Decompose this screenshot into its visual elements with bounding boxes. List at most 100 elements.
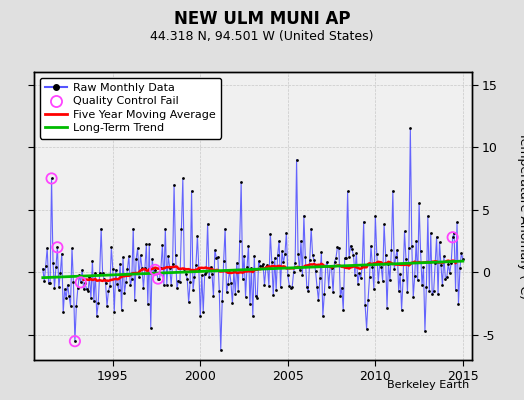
Point <box>151 267 159 273</box>
Point <box>218 298 226 304</box>
Point <box>415 200 423 207</box>
Point <box>93 313 101 319</box>
Point <box>323 258 331 265</box>
Point <box>193 232 202 239</box>
Point <box>276 284 285 290</box>
Point <box>54 284 63 291</box>
Point <box>149 270 158 276</box>
Point <box>337 284 346 291</box>
Point <box>358 263 366 270</box>
Point <box>263 262 271 268</box>
Point <box>234 288 243 294</box>
Point <box>195 267 203 273</box>
Point <box>363 326 371 332</box>
Point <box>192 262 200 269</box>
Point <box>107 244 116 250</box>
Point <box>352 250 361 256</box>
Point <box>389 188 397 194</box>
Point <box>53 244 62 250</box>
Point <box>147 324 155 331</box>
Point <box>67 303 75 309</box>
Point <box>144 300 152 307</box>
Point <box>301 254 310 261</box>
Point <box>397 307 406 313</box>
Point <box>287 285 295 292</box>
Point <box>80 286 88 292</box>
Point <box>247 265 256 271</box>
Point <box>114 286 123 293</box>
Point <box>97 225 105 232</box>
Point <box>138 265 146 271</box>
Point <box>330 259 339 265</box>
Point <box>346 242 355 249</box>
Point <box>361 302 369 309</box>
Point <box>450 230 458 236</box>
Point <box>87 295 95 302</box>
Point <box>252 293 260 300</box>
Point <box>377 264 385 270</box>
Text: NEW ULM MUNI AP: NEW ULM MUNI AP <box>174 10 350 28</box>
Point <box>297 238 305 244</box>
Point <box>350 252 358 258</box>
Point <box>302 284 311 290</box>
Point <box>77 279 85 286</box>
Point <box>333 244 342 250</box>
Point <box>257 263 266 270</box>
Point <box>155 276 163 282</box>
Point <box>181 271 190 277</box>
Point <box>126 282 135 288</box>
Point <box>177 225 185 232</box>
Point <box>184 299 193 305</box>
Point <box>316 275 324 282</box>
Point <box>164 253 172 259</box>
Point <box>119 254 127 260</box>
Point <box>454 301 463 307</box>
Point <box>121 290 129 296</box>
Point <box>100 276 108 282</box>
Point <box>381 252 390 258</box>
Point <box>405 245 413 252</box>
Point <box>50 284 59 291</box>
Point <box>142 241 150 248</box>
Point <box>393 246 401 253</box>
Point <box>108 266 117 273</box>
Point <box>368 263 377 270</box>
Point <box>47 175 56 182</box>
Point <box>99 270 107 276</box>
Point <box>160 282 168 288</box>
Point <box>371 213 379 219</box>
Point <box>248 313 257 319</box>
Point <box>453 219 461 226</box>
Point <box>419 264 428 270</box>
Point <box>157 264 165 271</box>
Point <box>431 260 439 266</box>
Point <box>441 276 450 282</box>
Point <box>457 250 466 256</box>
Point <box>158 242 167 248</box>
Point <box>351 272 359 278</box>
Point <box>395 288 403 294</box>
Point <box>355 270 364 276</box>
Point <box>376 260 384 266</box>
Point <box>211 247 219 253</box>
Point <box>390 266 398 272</box>
Point <box>322 263 330 269</box>
Point <box>373 251 381 257</box>
Point <box>170 182 178 188</box>
Point <box>386 277 394 284</box>
Point <box>208 270 216 277</box>
Point <box>62 295 70 301</box>
Point <box>445 270 454 276</box>
Point <box>348 246 356 252</box>
Point <box>82 286 91 292</box>
Point <box>281 251 289 257</box>
Point <box>122 279 130 285</box>
Point <box>75 272 83 278</box>
Point <box>134 245 142 252</box>
Point <box>206 264 215 270</box>
Point <box>209 293 217 300</box>
Point <box>228 300 237 307</box>
Point <box>310 257 318 264</box>
Point <box>199 308 208 315</box>
Point <box>212 255 221 261</box>
